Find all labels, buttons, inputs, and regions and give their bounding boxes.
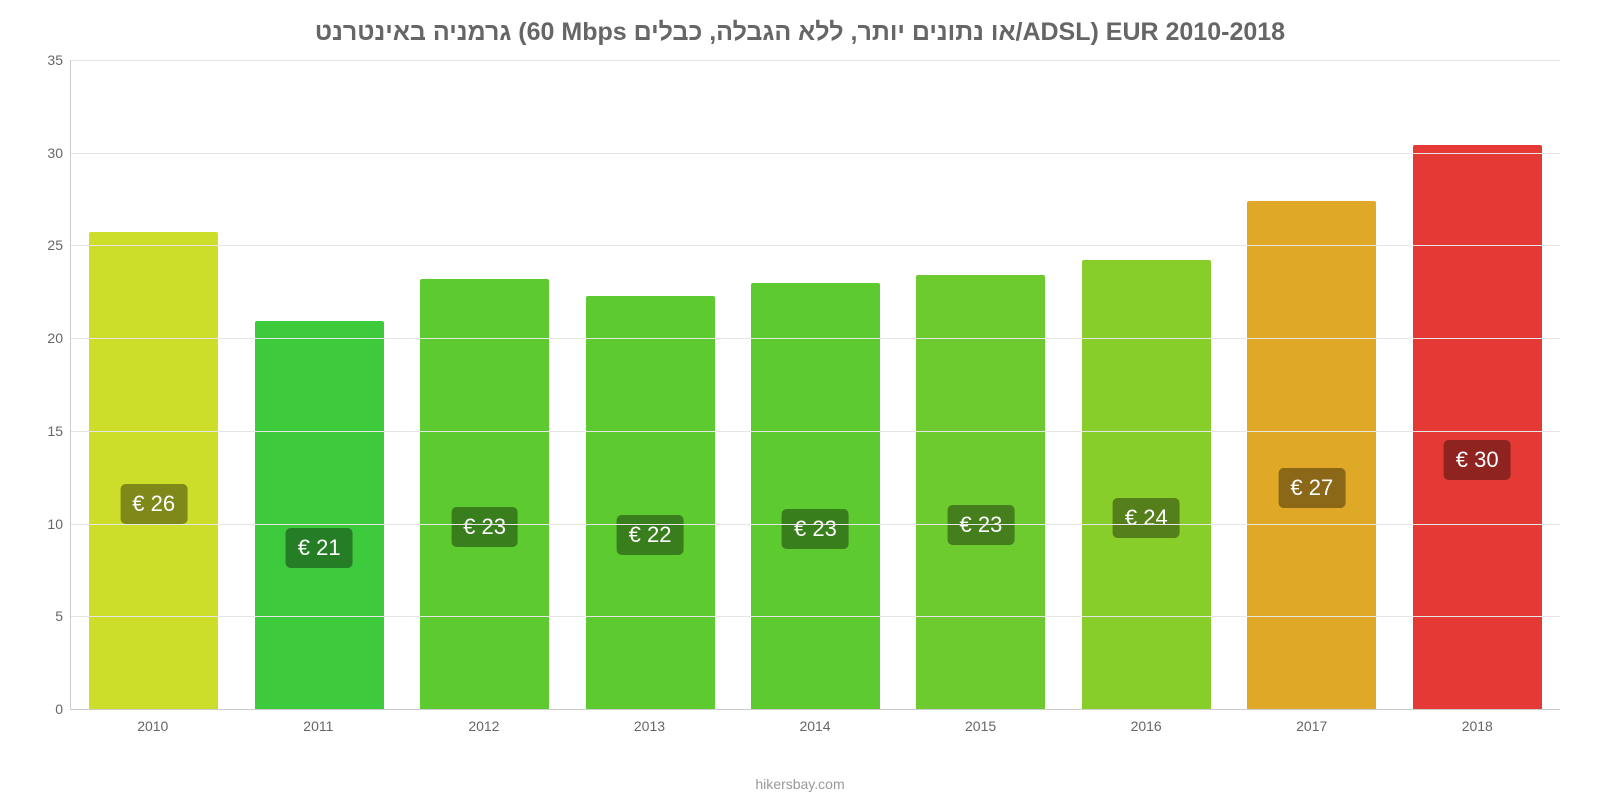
y-tick-label: 0 <box>31 701 63 717</box>
bar-slot: € 21 <box>236 60 401 709</box>
bar-value-label: € 24 <box>1113 498 1180 538</box>
bar-slot: € 26 <box>71 60 236 709</box>
bar-slot: € 23 <box>402 60 567 709</box>
bar-value-label: € 23 <box>782 509 849 549</box>
bar: € 23 <box>420 279 549 709</box>
bar-value-label: € 26 <box>120 484 187 524</box>
attribution-text: hikersbay.com <box>0 776 1600 792</box>
y-tick-label: 10 <box>31 516 63 532</box>
x-tick-label: 2013 <box>567 710 733 740</box>
x-tick-label: 2015 <box>898 710 1064 740</box>
x-tick-label: 2012 <box>401 710 567 740</box>
gridline <box>71 431 1560 432</box>
chart-title: גרמניה באינטרנט (60 Mbps או נתונים יותר,… <box>0 0 1600 57</box>
gridline <box>71 616 1560 617</box>
bar: € 30 <box>1413 145 1542 709</box>
y-tick-label: 15 <box>31 423 63 439</box>
x-tick-label: 2016 <box>1063 710 1229 740</box>
bar-slot: € 24 <box>1064 60 1229 709</box>
gridline <box>71 338 1560 339</box>
x-tick-label: 2017 <box>1229 710 1395 740</box>
bar-value-label: € 22 <box>617 515 684 555</box>
bar: € 24 <box>1082 260 1211 709</box>
bar-slot: € 27 <box>1229 60 1394 709</box>
gridline <box>71 245 1560 246</box>
bar-value-label: € 23 <box>451 507 518 547</box>
bar: € 23 <box>916 275 1045 709</box>
gridline <box>71 524 1560 525</box>
bar-slot: € 22 <box>567 60 732 709</box>
bar-value-label: € 30 <box>1444 440 1511 480</box>
bar-slot: € 23 <box>898 60 1063 709</box>
gridline <box>71 60 1560 61</box>
y-tick-label: 25 <box>31 237 63 253</box>
y-tick-label: 5 <box>31 608 63 624</box>
gridline <box>71 153 1560 154</box>
bar-slot: € 30 <box>1395 60 1560 709</box>
bar: € 23 <box>751 283 880 709</box>
x-axis-labels: 201020112012201320142015201620172018 <box>70 710 1560 740</box>
x-tick-label: 2018 <box>1395 710 1561 740</box>
bars-container: € 26 € 21 € 23 € 22 € 23 € 23 € 24 € 27 € 30 <box>71 60 1560 709</box>
y-tick-label: 35 <box>31 52 63 68</box>
chart-area: € 26€ 21€ 23€ 22€ 23€ 23€ 24€ 27€ 30 051… <box>70 60 1560 740</box>
bar: € 22 <box>586 296 715 710</box>
bar-slot: € 23 <box>733 60 898 709</box>
bar-value-label: € 21 <box>286 528 353 568</box>
bar-value-label: € 23 <box>947 505 1014 545</box>
bar: € 27 <box>1247 201 1376 709</box>
bar: € 21 <box>255 321 384 709</box>
x-tick-label: 2010 <box>70 710 236 740</box>
y-tick-label: 30 <box>31 145 63 161</box>
bar: € 26 <box>89 232 218 709</box>
y-tick-label: 20 <box>31 330 63 346</box>
bar-value-label: € 27 <box>1278 468 1345 508</box>
x-tick-label: 2014 <box>732 710 898 740</box>
plot-region: € 26€ 21€ 23€ 22€ 23€ 23€ 24€ 27€ 30 051… <box>70 60 1560 710</box>
x-tick-label: 2011 <box>236 710 402 740</box>
